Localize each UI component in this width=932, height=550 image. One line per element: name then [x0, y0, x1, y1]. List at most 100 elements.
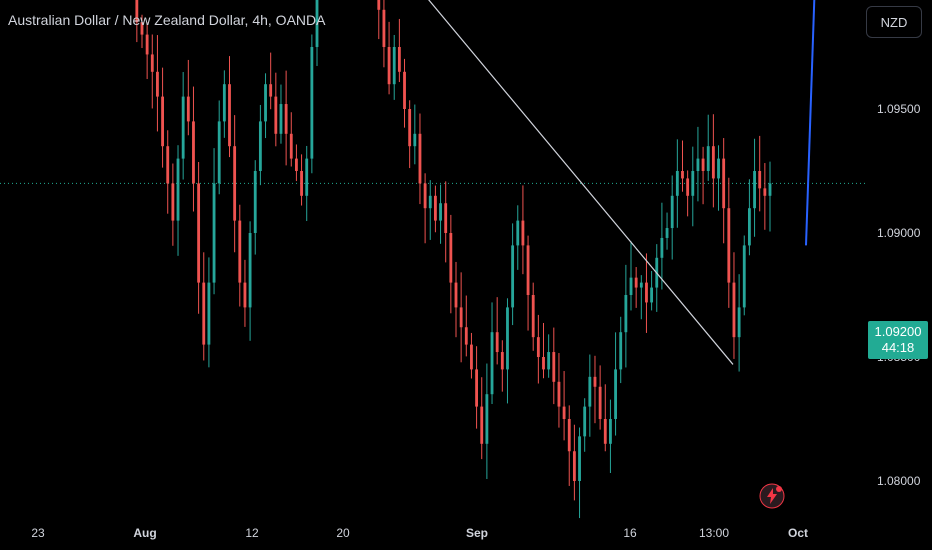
candle-body [588, 376, 592, 407]
chart-title: Australian Dollar / New Zealand Dollar, … [8, 12, 326, 28]
candle-body [418, 133, 422, 184]
candle-body [516, 220, 520, 246]
candle-body [444, 203, 448, 233]
x-tick-label: 12 [245, 526, 259, 540]
candle-body [397, 47, 401, 72]
candle-body [562, 406, 566, 419]
candle-body [696, 158, 700, 171]
candle-body [459, 307, 463, 328]
candle-body [408, 109, 412, 147]
candle-body [711, 146, 715, 179]
candle-body [274, 96, 278, 134]
candle-body [403, 71, 406, 109]
candle-body [681, 171, 684, 179]
candle-body [542, 357, 545, 370]
candle-body [253, 171, 257, 233]
candle-body [675, 171, 679, 196]
candle-body [701, 158, 705, 171]
x-tick-label: 13:00 [699, 526, 729, 540]
candle-body [181, 96, 185, 159]
x-tick-label: Sep [466, 526, 488, 540]
candle-body [578, 436, 581, 481]
candle-body [228, 84, 231, 147]
candle-body [645, 282, 648, 303]
candle-body [583, 406, 587, 437]
candle-body [300, 171, 303, 196]
candle-body [222, 84, 226, 122]
candle-body [650, 287, 654, 303]
candle-body [572, 451, 576, 481]
candle-body [490, 332, 494, 395]
candle-body [686, 178, 690, 196]
candle-body [269, 84, 273, 97]
candle-body [691, 171, 695, 196]
candle-body [732, 282, 736, 338]
candle-body [526, 245, 530, 295]
candle-body [506, 307, 509, 370]
candle-body [717, 158, 720, 179]
candle-body [567, 419, 571, 452]
candle-body [727, 208, 731, 283]
candle-body [284, 104, 288, 134]
candle-body [449, 233, 453, 283]
candle-body [140, 22, 144, 35]
candle-body [279, 104, 283, 134]
candle-body [511, 245, 515, 308]
bar-countdown: 44:18 [881, 340, 915, 355]
candle-body [763, 188, 767, 196]
candle-body [768, 183, 772, 196]
candle-body [536, 337, 540, 357]
candle-body [485, 394, 489, 444]
x-tick-label: 16 [623, 526, 637, 540]
last-price-tag: 1.09200 44:18 [868, 321, 928, 359]
candle-body [387, 47, 391, 85]
x-tick-label: 20 [336, 526, 350, 540]
candle-body [233, 146, 237, 221]
candle-body [475, 369, 478, 407]
candle-body [161, 96, 164, 147]
projection-arrow[interactable] [805, 0, 824, 246]
candle-body [156, 71, 159, 97]
candle-body [176, 158, 180, 221]
trendline[interactable] [110, 0, 734, 365]
candle-body [433, 195, 437, 221]
last-price-value: 1.09200 [874, 324, 922, 339]
candle-body [454, 282, 458, 308]
candle-body [238, 220, 242, 283]
candle-body [377, 0, 381, 10]
candle-body [217, 121, 221, 184]
candle-body [609, 419, 612, 444]
candle-body [753, 171, 756, 209]
candle-body [295, 158, 298, 171]
candle-body [495, 332, 499, 353]
candle-body [192, 121, 195, 184]
candle-body [392, 47, 396, 85]
currency-selector-button[interactable]: NZD [866, 6, 922, 38]
x-tick-label: Aug [133, 526, 156, 540]
candle-body [634, 277, 638, 288]
candle-body [706, 146, 710, 171]
y-tick-label: 1.09500 [877, 102, 921, 116]
candle-body [305, 158, 309, 196]
candle-body [742, 245, 746, 308]
candle-body [624, 295, 628, 333]
candle-body [197, 183, 201, 283]
candle-body [598, 386, 602, 419]
candle-body [439, 203, 442, 221]
candle-body [758, 171, 762, 189]
candle-body [171, 183, 175, 221]
candle-body [413, 133, 417, 147]
candle-body [614, 369, 617, 419]
candle-body [135, 0, 139, 23]
candle-body [202, 282, 206, 345]
candle-body [639, 282, 643, 288]
candle-body [500, 352, 504, 370]
candle-body [310, 47, 314, 159]
candle-body [521, 220, 525, 246]
candle-body [470, 344, 473, 370]
lightning-alert-icon[interactable] [757, 481, 787, 511]
candle-body [243, 282, 247, 308]
candle-body [264, 84, 267, 122]
candle-body [660, 237, 664, 258]
